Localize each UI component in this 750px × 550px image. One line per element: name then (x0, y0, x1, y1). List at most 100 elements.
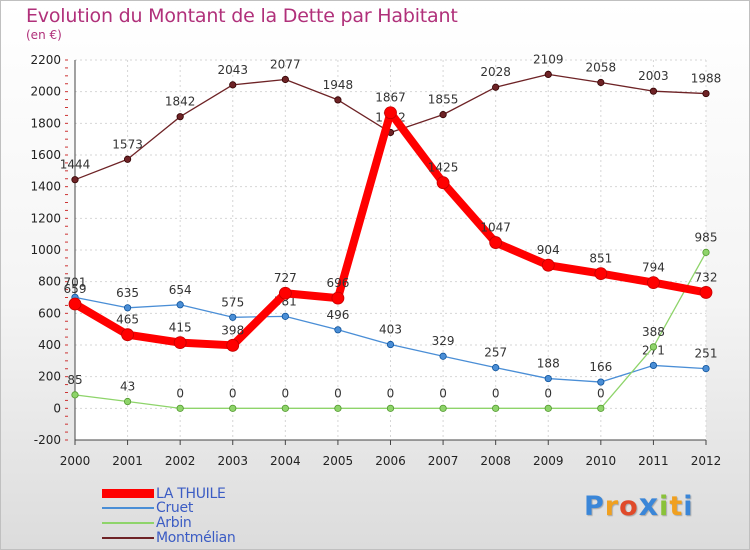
data-label-arbin: 0 (597, 386, 605, 400)
data-label-cruet: 635 (116, 286, 139, 300)
data-label-la-thuile: 696 (326, 276, 349, 290)
data-label-la-thuile: 727 (274, 271, 297, 285)
legend-item-arbin: Arbin (102, 515, 192, 531)
legend-label: Montmélian (156, 529, 236, 546)
data-point-cruet (597, 378, 605, 386)
data-point-la-thuile (436, 176, 450, 190)
data-point-cruet (334, 326, 342, 334)
x-tick-label: 2009 (533, 454, 564, 468)
data-label-montm-lian: 1855 (428, 93, 459, 107)
data-point-arbin (386, 404, 395, 412)
x-tick-label: 2001 (112, 454, 143, 468)
data-label-arbin: 85 (67, 373, 82, 387)
x-tick-label: 2003 (217, 454, 248, 468)
data-point-arbin (439, 404, 447, 412)
data-label-montm-lian: 2077 (270, 57, 301, 71)
data-label-cruet: 403 (379, 323, 402, 337)
data-label-la-thuile: 398 (221, 323, 244, 337)
data-point-la-thuile (699, 286, 713, 299)
data-label-la-thuile: 904 (537, 243, 560, 257)
data-label-arbin: 0 (439, 386, 447, 400)
data-point-la-thuile (278, 286, 292, 300)
y-tick-label: 600 (38, 306, 61, 320)
y-tick-label: 2000 (30, 85, 61, 99)
x-tick-label: 2012 (691, 454, 722, 468)
data-point-montm-lian (123, 155, 132, 163)
data-point-montm-lian (439, 111, 447, 119)
legend-label: LA THUILE (156, 485, 226, 502)
x-tick-label: 2008 (480, 454, 511, 468)
data-label-cruet: 166 (589, 360, 612, 374)
data-label-montm-lian: 2058 (586, 60, 617, 74)
data-point-montm-lian (176, 113, 184, 121)
data-label-cruet: 701 (64, 275, 87, 289)
data-label-arbin: 0 (282, 386, 290, 400)
data-label-la-thuile: 732 (695, 270, 718, 284)
data-point-la-thuile (331, 291, 345, 305)
data-point-la-thuile (68, 297, 82, 311)
data-point-montm-lian (71, 176, 79, 184)
data-point-cruet (702, 364, 710, 373)
legend-item-la-thuile: LA THUILE (102, 485, 226, 502)
data-label-montm-lian: 2028 (480, 65, 511, 79)
data-point-cruet (649, 361, 658, 370)
data-point-la-thuile (121, 328, 134, 342)
data-point-montm-lian (281, 75, 289, 84)
data-label-arbin: 0 (387, 386, 395, 400)
data-point-arbin (544, 404, 552, 412)
data-point-montm-lian (649, 87, 658, 95)
chart-subtitle: (en €) (26, 28, 62, 42)
y-tick-label: 1600 (30, 148, 61, 162)
data-label-arbin: 388 (642, 325, 665, 339)
data-point-la-thuile (594, 267, 608, 280)
data-point-arbin (702, 248, 710, 256)
data-point-arbin (492, 404, 500, 412)
proxiti-logo: Proxiti (584, 488, 694, 523)
y-tick-label: -200 (34, 433, 61, 447)
data-label-cruet: 257 (484, 346, 507, 360)
x-tick-label: 2005 (323, 454, 354, 468)
data-point-cruet (386, 340, 395, 349)
data-point-montm-lian (334, 96, 342, 104)
x-tick-label: 2011 (638, 454, 669, 468)
y-tick-label: 1400 (30, 180, 61, 194)
data-point-la-thuile (226, 338, 240, 352)
data-point-arbin (229, 404, 237, 412)
legend-swatch (102, 521, 154, 524)
data-label-arbin: 985 (695, 230, 718, 244)
y-tick-label: 0 (53, 401, 61, 415)
data-label-montm-lian: 1842 (165, 95, 196, 109)
x-tick-label: 2004 (270, 454, 301, 468)
legend-swatch (102, 489, 154, 498)
data-point-arbin (176, 404, 184, 412)
data-label-cruet: 188 (537, 357, 560, 371)
data-point-la-thuile (647, 276, 660, 290)
data-label-arbin: 0 (176, 386, 184, 400)
legend-swatch (102, 506, 154, 509)
data-point-arbin (334, 404, 342, 412)
data-label-montm-lian: 1444 (60, 158, 91, 172)
y-tick-label: 200 (38, 370, 61, 384)
data-point-cruet (439, 352, 447, 360)
data-label-arbin: 0 (492, 386, 500, 400)
y-tick-label: 800 (38, 275, 61, 289)
data-point-cruet (544, 374, 552, 383)
data-point-montm-lian (597, 78, 605, 87)
data-label-montm-lian: 1948 (323, 78, 354, 92)
data-point-la-thuile (173, 336, 187, 350)
y-tick-label: 1800 (30, 116, 61, 130)
data-label-arbin: 0 (334, 386, 342, 400)
data-point-la-thuile (541, 258, 555, 272)
data-label-montm-lian: 1988 (691, 72, 722, 86)
data-label-cruet: 329 (432, 334, 455, 348)
data-label-cruet: 575 (221, 295, 244, 309)
data-point-la-thuile (489, 236, 503, 249)
y-tick-label: 1000 (30, 243, 61, 257)
legend-item-cruet: Cruet (102, 499, 194, 516)
data-label-la-thuile: 794 (642, 261, 665, 275)
legend-label: Cruet (156, 499, 194, 516)
data-point-montm-lian (492, 83, 500, 91)
data-label-montm-lian: 2043 (217, 63, 248, 77)
legend-item-montm-lian: Montmélian (102, 529, 236, 546)
data-label-arbin: 0 (229, 386, 237, 400)
